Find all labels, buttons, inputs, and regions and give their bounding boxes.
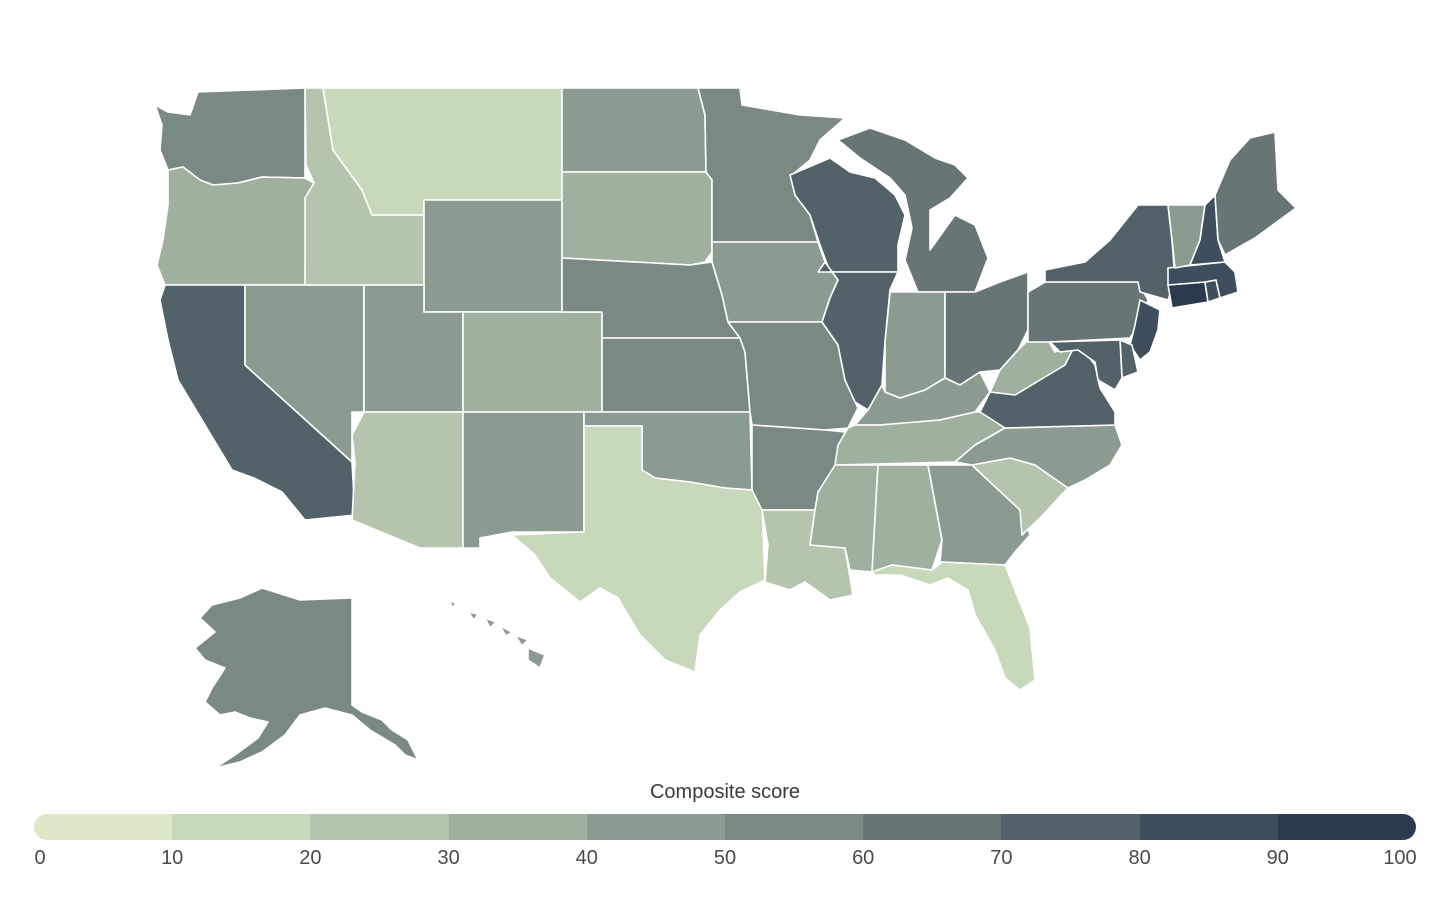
legend-tick-label: 0: [34, 847, 46, 869]
state-wi[interactable]: [789, 157, 906, 273]
legend-color-bar: [34, 814, 1416, 840]
state-me[interactable]: [1214, 131, 1297, 256]
legend-title: Composite score: [649, 781, 801, 803]
state-ks[interactable]: [601, 337, 751, 413]
us-choropleth-map: [154, 87, 1297, 769]
state-ak[interactable]: [194, 587, 419, 769]
legend-tick-label: 40: [575, 847, 598, 869]
state-nc[interactable]: [954, 424, 1123, 489]
legend-swatch-8: [1139, 814, 1278, 840]
state-mi[interactable]: [837, 127, 989, 293]
state-or[interactable]: [156, 166, 315, 286]
legend-swatch-7: [1001, 814, 1140, 840]
state-nj[interactable]: [1129, 299, 1161, 361]
legend-swatch-6: [863, 814, 1002, 840]
state-wy[interactable]: [423, 199, 563, 313]
legend-swatch-9: [1277, 814, 1416, 840]
color-legend: Composite score 0 10 20 30 40 50 60 70 80 90 100: [0, 775, 1450, 895]
state-nm[interactable]: [462, 411, 585, 549]
legend-swatch-4: [586, 814, 726, 840]
legend-swatch-1: [172, 814, 311, 840]
state-nd[interactable]: [561, 87, 707, 173]
state-fl[interactable]: [871, 561, 1036, 691]
state-sd[interactable]: [561, 171, 713, 266]
state-md[interactable]: [1049, 339, 1123, 391]
legend-swatch-5: [725, 814, 864, 840]
legend-tick-label: 70: [990, 847, 1013, 869]
map-canvas: [154, 87, 1297, 769]
state-ia[interactable]: [711, 241, 839, 323]
legend-tick-label: 50: [713, 847, 737, 869]
state-hi[interactable]: [449, 599, 546, 669]
state-co[interactable]: [462, 311, 603, 413]
state-ma[interactable]: [1167, 261, 1239, 299]
state-az[interactable]: [351, 411, 464, 549]
legend-tick-label: 10: [161, 847, 184, 869]
state-ct[interactable]: [1167, 281, 1209, 309]
state-in[interactable]: [884, 291, 946, 399]
legend-tick-label: 90: [1266, 847, 1289, 869]
state-tx[interactable]: [511, 425, 766, 673]
legend-tick-label: 30: [437, 847, 460, 869]
legend-tick-label: 100: [1383, 847, 1417, 869]
legend-swatch-3: [448, 814, 587, 840]
legend-tick-label: 20: [299, 847, 322, 869]
legend-tick-label: 60: [852, 847, 875, 869]
legend-swatch-2: [310, 814, 449, 840]
state-pa[interactable]: [1027, 281, 1149, 343]
legend-swatch-0: [34, 814, 173, 840]
legend-tick-label: 80: [1128, 847, 1151, 869]
